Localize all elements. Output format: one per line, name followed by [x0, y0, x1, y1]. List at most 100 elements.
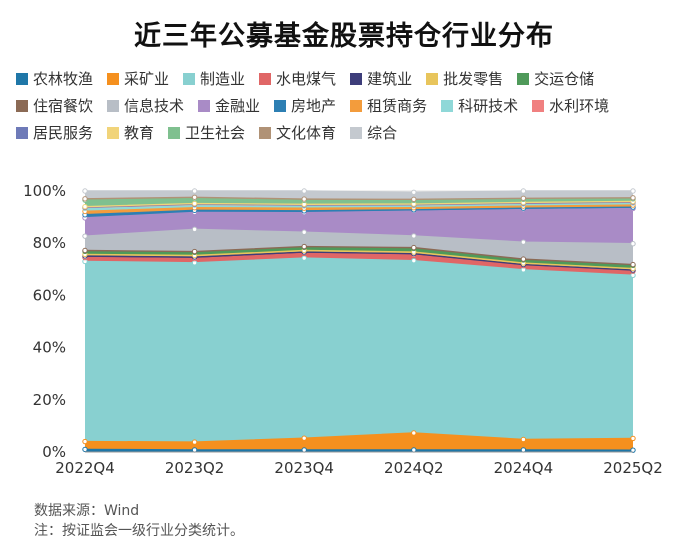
- legend-item[interactable]: 水电煤气: [259, 68, 336, 89]
- legend-label: 房地产: [291, 97, 337, 115]
- series-line: [84, 257, 634, 277]
- data-point: [630, 435, 636, 442]
- data-point: [191, 188, 198, 194]
- series-line: [84, 196, 634, 201]
- series-line: [84, 249, 634, 270]
- legend-label: 农林牧渔: [33, 70, 94, 88]
- x-tick-label: 2024Q2: [384, 459, 444, 477]
- data-point: [411, 430, 417, 436]
- legend-item[interactable]: 交运仓储: [517, 68, 594, 89]
- legend-label: 采矿业: [124, 70, 170, 88]
- x-tick-label: 2024Q4: [494, 459, 554, 477]
- legend-swatch: [532, 99, 545, 112]
- legend-item[interactable]: 住宿餐饮: [16, 95, 93, 116]
- series-line: [84, 246, 634, 267]
- legend-label: 水电煤气: [276, 70, 337, 88]
- legend-label: 文化体育: [276, 124, 337, 142]
- method-note: 注：按证监会一级行业分类统计。: [34, 523, 244, 539]
- data-point: [191, 200, 198, 207]
- data-point: [82, 438, 88, 445]
- data-point: [411, 447, 417, 453]
- data-point: [82, 188, 88, 194]
- series-line: [84, 245, 634, 266]
- legend-item[interactable]: 教育: [107, 122, 154, 143]
- data-point: [191, 248, 198, 255]
- legend-item[interactable]: 金融业: [198, 95, 260, 116]
- data-point: [301, 447, 307, 453]
- series-line: [85, 190, 633, 194]
- series-line: [84, 202, 634, 209]
- legend-label: 居民服务: [33, 124, 94, 142]
- legend-swatch: [16, 72, 28, 85]
- data-point: [411, 196, 417, 203]
- legend-swatch: [259, 126, 272, 139]
- legend-item[interactable]: 卫生社会: [168, 122, 245, 143]
- series-line: [84, 206, 634, 216]
- page-title: 近三年公募基金股票持仓行业分布: [134, 21, 554, 52]
- data-point: [520, 256, 527, 262]
- series-line: [84, 251, 634, 271]
- legend-swatch: [350, 72, 363, 85]
- legend-item[interactable]: 租赁商务: [350, 95, 427, 116]
- legend-item[interactable]: 制造业: [183, 68, 245, 89]
- legend-swatch: [259, 72, 272, 85]
- data-point: [301, 188, 307, 194]
- legend-swatch: [107, 72, 120, 85]
- x-tick-label: 2022Q4: [55, 459, 115, 477]
- legend-swatch: [107, 126, 120, 139]
- y-tick-label: 20%: [33, 391, 66, 409]
- legend-swatch: [107, 99, 120, 112]
- series-line: [84, 228, 634, 245]
- legend-item[interactable]: 居民服务: [16, 122, 93, 143]
- legend-item[interactable]: 综合: [350, 122, 397, 143]
- legend-label: 教育: [124, 124, 155, 142]
- legend-swatch: [16, 99, 28, 112]
- legend-label: 水利环境: [549, 97, 610, 115]
- legend-item[interactable]: 科研技术: [441, 95, 518, 116]
- series-area: [85, 198, 633, 207]
- data-point: [301, 196, 307, 202]
- y-tick-label: 40%: [33, 339, 66, 357]
- legend-label: 制造业: [200, 70, 246, 88]
- legend-swatch: [183, 72, 196, 85]
- data-point: [630, 241, 636, 247]
- data-point: [82, 203, 88, 210]
- y-tick-label: 100%: [23, 182, 66, 200]
- series-area: [85, 432, 633, 451]
- legend-label: 综合: [367, 124, 398, 142]
- series-line: [84, 204, 634, 213]
- legend-item[interactable]: 批发零售: [426, 68, 503, 89]
- series-line: [84, 448, 634, 451]
- legend-label: 批发零售: [443, 70, 504, 88]
- data-point: [191, 439, 198, 445]
- legend-swatch: [517, 72, 530, 85]
- data-point: [411, 244, 417, 251]
- legend-swatch: [16, 126, 28, 139]
- data-point: [82, 196, 88, 202]
- legend-label: 卫生社会: [185, 124, 246, 142]
- source-note: 数据来源：Wind: [34, 503, 140, 519]
- legend-item[interactable]: 信息技术: [107, 95, 184, 116]
- legend-label: 交运仓储: [534, 70, 595, 88]
- x-tick-label: 2023Q4: [274, 459, 334, 477]
- legend-item[interactable]: 文化体育: [259, 122, 336, 143]
- legend-label: 科研技术: [458, 97, 519, 115]
- series-area: [85, 253, 633, 276]
- data-point: [411, 189, 417, 196]
- legend-item[interactable]: 建筑业: [350, 68, 412, 89]
- legend-item[interactable]: 房地产: [274, 95, 336, 116]
- legend-label: 住宿餐饮: [33, 97, 94, 115]
- data-point: [520, 188, 527, 194]
- legend-item[interactable]: 农林牧渔: [16, 68, 93, 89]
- legend-swatch: [426, 72, 439, 85]
- data-point: [411, 257, 417, 264]
- legend-swatch: [441, 99, 454, 112]
- legend-label: 信息技术: [124, 97, 185, 115]
- legend-item[interactable]: 水利环境: [532, 95, 609, 116]
- data-point: [520, 436, 527, 443]
- series-line: [84, 432, 634, 443]
- legend-item[interactable]: 采矿业: [107, 68, 169, 89]
- legend-swatch: [168, 126, 181, 139]
- legend-label: 租赁商务: [367, 97, 428, 115]
